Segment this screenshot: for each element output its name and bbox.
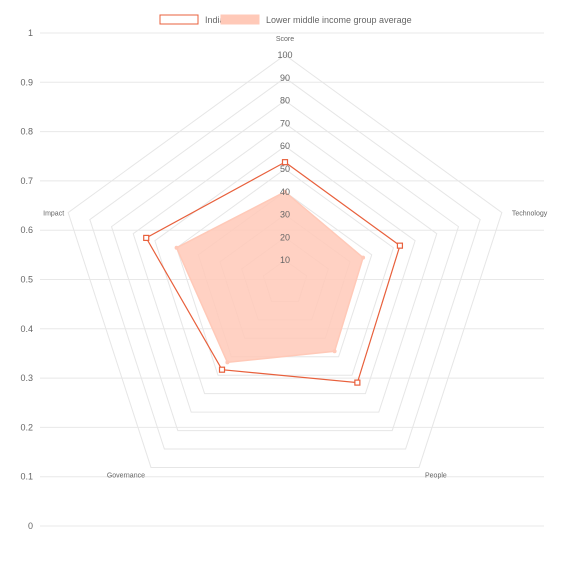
legend-label-average: Lower middle income group average xyxy=(266,15,412,25)
y-tick-label: 0.4 xyxy=(20,324,33,334)
radar-gridline xyxy=(67,54,503,468)
data-point-india xyxy=(396,242,404,249)
radial-tick-label: 80 xyxy=(280,96,290,106)
radial-tick-label: 40 xyxy=(280,187,290,197)
y-tick-label: 0.2 xyxy=(20,422,33,432)
y-tick-label: 0.5 xyxy=(20,275,33,285)
radial-tick-label: 20 xyxy=(280,232,290,242)
data-point-india xyxy=(143,234,150,242)
data-point-average xyxy=(174,245,179,250)
axis-label-impact: Impact xyxy=(43,211,64,218)
y-tick-label: 0.3 xyxy=(20,373,33,383)
y-tick-label: 0.9 xyxy=(20,77,33,87)
radial-tick-label: 30 xyxy=(280,210,290,220)
axis-label-technology: Technology xyxy=(512,211,548,218)
radar-gridline xyxy=(110,99,460,432)
data-point-average xyxy=(225,360,230,365)
radar-gridline xyxy=(154,145,416,395)
data-point-average xyxy=(283,189,287,194)
data-point-india xyxy=(218,366,226,373)
radial-tick-label: 90 xyxy=(280,73,290,83)
y-tick-label: 0.7 xyxy=(20,176,33,186)
axis-label-people: People xyxy=(425,472,447,479)
axis-label-governance: Governance xyxy=(107,472,145,479)
legend-swatch-average xyxy=(220,14,260,25)
legend-label-india: India xyxy=(205,15,225,25)
data-point-average xyxy=(361,255,366,260)
series-area-lower-middle-income-average xyxy=(175,190,364,364)
axis-label-score: Score xyxy=(276,36,294,43)
radial-tick-label: 60 xyxy=(280,141,290,151)
radial-tick-label: 50 xyxy=(280,164,290,174)
y-tick-label: 0.1 xyxy=(20,472,33,482)
y-tick-label: 0 xyxy=(28,521,33,531)
radial-tick-label: 70 xyxy=(280,118,290,128)
radar-gridline xyxy=(132,122,438,413)
radar-gridline xyxy=(89,77,481,450)
y-tick-label: 1 xyxy=(28,28,33,38)
series-line-india xyxy=(145,161,401,384)
y-tick-label: 0.8 xyxy=(20,127,33,137)
data-point-india xyxy=(354,379,361,386)
radial-tick-label: 100 xyxy=(277,50,292,60)
y-tick-label: 0.6 xyxy=(20,225,33,235)
radial-tick-label: 10 xyxy=(280,255,290,265)
data-point-average xyxy=(332,349,337,354)
data-point-india xyxy=(281,159,289,166)
legend-swatch-india xyxy=(159,14,199,25)
